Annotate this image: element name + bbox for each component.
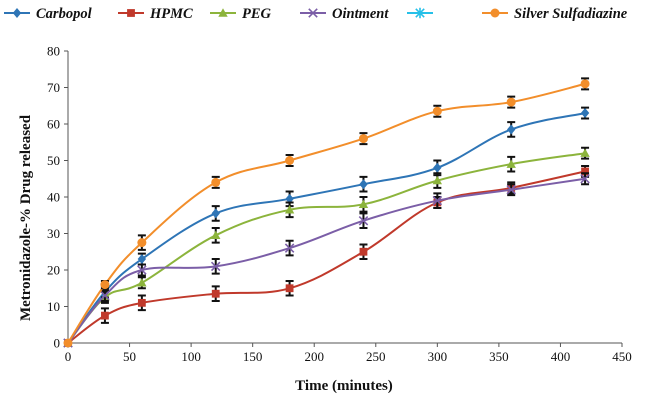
- data-point: [359, 247, 368, 256]
- data-point: [506, 97, 516, 107]
- x-tick-label: 300: [428, 349, 448, 364]
- series-group: [63, 77, 590, 348]
- data-point: [581, 167, 589, 176]
- y-tick-label: 20: [47, 263, 60, 278]
- legend-label: Carbopol: [36, 6, 92, 22]
- series-line: [67, 170, 586, 344]
- legend-label: Silver Sulfadiazine: [514, 6, 628, 22]
- x-tick-label: 200: [304, 349, 324, 364]
- data-point: [358, 215, 369, 226]
- data-point: [432, 175, 443, 185]
- series-peg: [63, 146, 590, 347]
- x-axis-title: Time (minutes): [295, 378, 393, 394]
- series-line: [67, 112, 586, 344]
- axes: 0 50 100 150 200 250 300 350 400 450 0 10 20 30 40 50 60…: [47, 44, 632, 365]
- y-tick-label: 10: [47, 299, 60, 314]
- x-tick-label: 250: [366, 349, 386, 364]
- legend-item: [407, 7, 433, 19]
- data-point: [358, 199, 369, 208]
- data-point: [358, 134, 368, 144]
- data-point: [432, 195, 443, 206]
- data-point: [284, 205, 295, 214]
- legend-marker: [415, 7, 425, 19]
- legend-marker: [218, 8, 228, 17]
- x-tick-label: 400: [551, 349, 571, 364]
- series-silver-sulfadiazine: [63, 77, 590, 348]
- legend-label: Ointment: [332, 6, 389, 22]
- data-point: [285, 193, 294, 204]
- data-point: [101, 311, 109, 320]
- legend-marker: [308, 8, 318, 18]
- y-tick-label: 70: [47, 80, 60, 95]
- legend-item: HPMC: [118, 6, 193, 22]
- legend-label: PEG: [242, 6, 272, 22]
- x-tick-label: 50: [123, 349, 136, 364]
- data-point: [506, 159, 516, 168]
- data-point: [137, 254, 147, 265]
- data-point: [211, 208, 220, 219]
- data-point: [100, 280, 110, 290]
- data-point: [137, 298, 146, 307]
- legend-marker: [490, 8, 500, 18]
- legend-item: Silver Sulfadiazine: [482, 6, 628, 22]
- y-axis-title: Metronidazole-% Drug released: [18, 114, 34, 321]
- data-point: [284, 243, 295, 253]
- legend: Carbopol HPMC PEG Ointment Silver Sulfadiazi…: [4, 6, 628, 22]
- data-point: [137, 265, 147, 275]
- y-tick-label: 80: [47, 44, 60, 59]
- y-tick-label: 0: [54, 336, 61, 351]
- data-point: [137, 238, 147, 248]
- data-point: [433, 162, 442, 173]
- data-point: [359, 179, 368, 190]
- data-point: [63, 338, 73, 348]
- x-tick-label: 100: [181, 349, 201, 364]
- data-point: [507, 124, 516, 135]
- y-tick-label: 30: [47, 226, 60, 241]
- y-tick-label: 40: [47, 190, 60, 205]
- data-point: [580, 148, 590, 157]
- data-point: [210, 261, 221, 272]
- x-tick-label: 0: [65, 349, 72, 364]
- legend-label: HPMC: [149, 6, 193, 22]
- y-tick-label: 50: [47, 153, 60, 168]
- series-carbopol: [63, 106, 590, 348]
- legend-item: Carbopol: [4, 6, 92, 22]
- data-point: [285, 284, 294, 293]
- data-point: [211, 289, 220, 298]
- series-line: [67, 177, 586, 344]
- data-point: [211, 177, 221, 187]
- data-point: [580, 79, 590, 89]
- x-tick-label: 150: [243, 349, 263, 364]
- data-point: [137, 278, 147, 287]
- data-point: [211, 230, 221, 240]
- data-point: [580, 173, 590, 184]
- legend-item: Ointment: [300, 6, 389, 22]
- legend-marker: [127, 9, 135, 17]
- legend-marker: [12, 8, 22, 18]
- data-point: [506, 184, 516, 195]
- legend-item: PEG: [210, 6, 272, 22]
- data-point: [580, 108, 590, 119]
- x-tick-label: 350: [489, 349, 509, 364]
- data-point: [432, 106, 442, 116]
- y-tick-label: 60: [47, 117, 60, 132]
- data-point: [100, 290, 110, 301]
- x-tick-label: 450: [612, 349, 632, 364]
- data-point: [285, 156, 295, 165]
